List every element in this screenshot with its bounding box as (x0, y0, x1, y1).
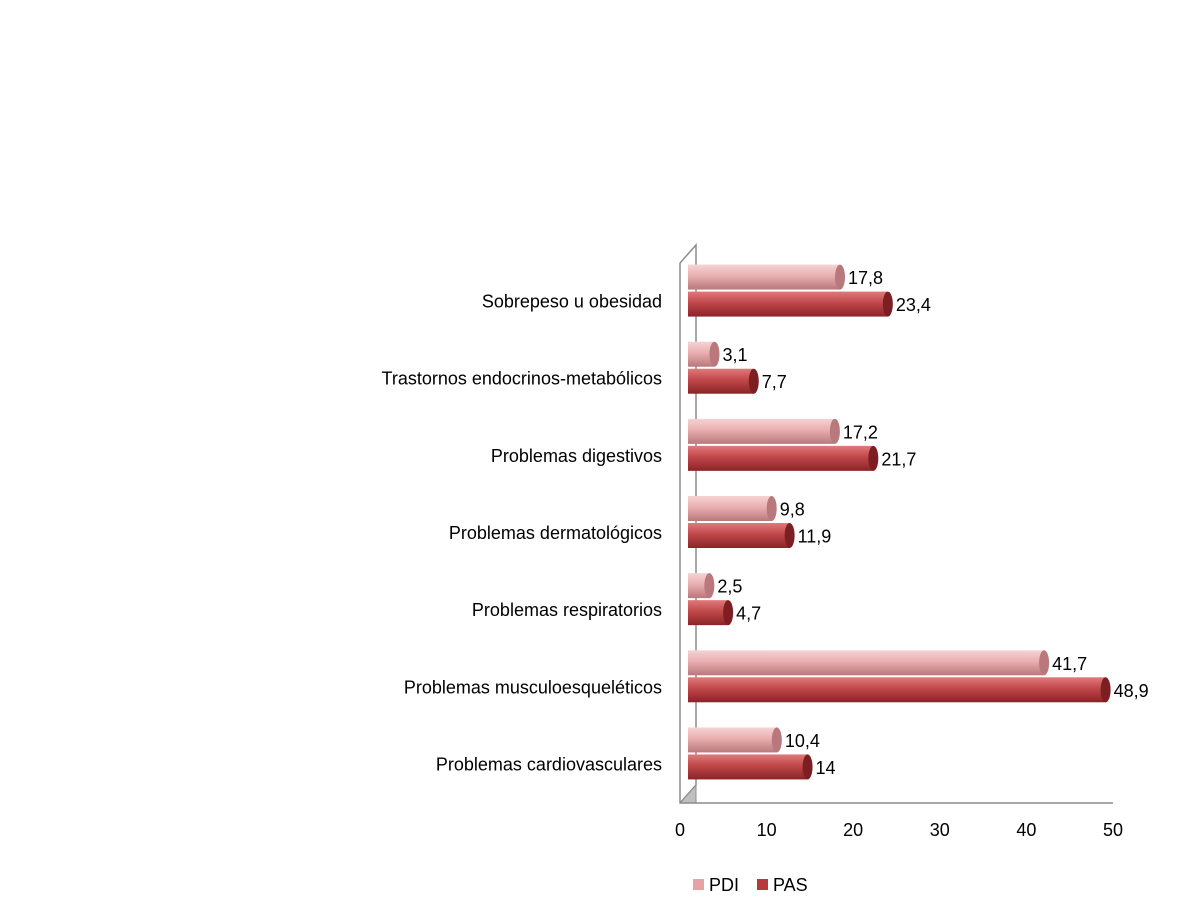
data-label-pdi: 17,8 (848, 268, 883, 288)
bar-cap-pdi (771, 727, 782, 753)
bar-cap-pdi (709, 341, 720, 367)
bar-pas (688, 523, 790, 548)
legend-swatch-pdi (693, 879, 704, 890)
category-label: Problemas digestivos (491, 446, 662, 466)
data-label-pdi: 9,8 (780, 500, 805, 520)
category-label: Sobrepeso u obesidad (482, 292, 662, 312)
bar-cap-pas (723, 600, 734, 626)
bar-cap-pdi (1039, 650, 1050, 676)
legend-label-pas: PAS (773, 875, 808, 895)
data-label-pdi: 3,1 (722, 345, 747, 365)
bar-pdi (688, 264, 841, 290)
data-label-pas: 7,7 (762, 372, 787, 392)
bar-pas (688, 291, 888, 317)
data-label-pas: 4,7 (736, 604, 761, 624)
x-tick-label: 0 (675, 820, 685, 840)
x-tick-label: 50 (1103, 820, 1123, 840)
data-label-pdi: 41,7 (1052, 654, 1087, 674)
category-label: Problemas respiratorios (472, 600, 662, 620)
bar-pdi (688, 573, 710, 599)
legend-label-pdi: PDI (709, 875, 739, 895)
x-tick-label: 10 (757, 820, 777, 840)
bar-cap-pas (1100, 677, 1111, 703)
data-label-pas: 21,7 (881, 449, 916, 469)
legend: PDI PAS (693, 875, 808, 895)
data-label-pas: 14 (816, 758, 836, 778)
bar-pdi (688, 727, 777, 753)
bar-cap-pas (802, 754, 813, 780)
x-tick-label: 40 (1016, 820, 1036, 840)
category-label: Problemas cardiovasculares (436, 754, 662, 774)
data-label-pdi: 10,4 (785, 731, 820, 751)
data-label-pdi: 2,5 (717, 577, 742, 597)
x-tick-label: 30 (930, 820, 950, 840)
category-label: Problemas musculoesqueléticos (404, 677, 662, 697)
category-label: Problemas dermatológicos (449, 523, 662, 543)
bar-pdi (688, 650, 1045, 676)
data-label-pas: 23,4 (896, 295, 931, 315)
bar-cap-pdi (835, 264, 846, 290)
bar-cap-pas (748, 368, 759, 394)
bar-pas (688, 368, 754, 394)
bar-pdi (688, 418, 835, 444)
x-tick-label: 20 (843, 820, 863, 840)
data-label-pas: 11,9 (798, 527, 832, 547)
bars (688, 264, 1111, 780)
bar-pas (688, 600, 729, 626)
bar-cap-pdi (766, 496, 777, 521)
bar-cap-pas (868, 445, 879, 471)
bar-cap-pdi (829, 418, 840, 444)
bar-pas (688, 677, 1106, 703)
bar-pdi (688, 496, 772, 521)
bar-cap-pas (784, 523, 795, 548)
data-label-pdi: 17,2 (843, 422, 878, 442)
bar-cap-pas (882, 291, 893, 317)
category-label: Trastornos endocrinos-metabólicos (382, 369, 662, 389)
bar-pas (688, 445, 874, 471)
data-label-pas: 48,9 (1114, 681, 1149, 701)
bar-cap-pdi (704, 573, 715, 599)
labels: 0 10 20 30 40 50 Sobrepeso u obesidad 17,8 23,4 T… (382, 268, 1149, 840)
legend-swatch-pas (757, 879, 768, 890)
floor-wedge (678, 783, 697, 804)
bar-pas (688, 754, 808, 780)
